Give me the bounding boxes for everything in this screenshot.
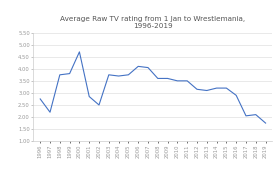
Title: Average Raw TV rating from 1 Jan to Wrestlemania,
1996-2019: Average Raw TV rating from 1 Jan to Wres… — [60, 16, 245, 30]
